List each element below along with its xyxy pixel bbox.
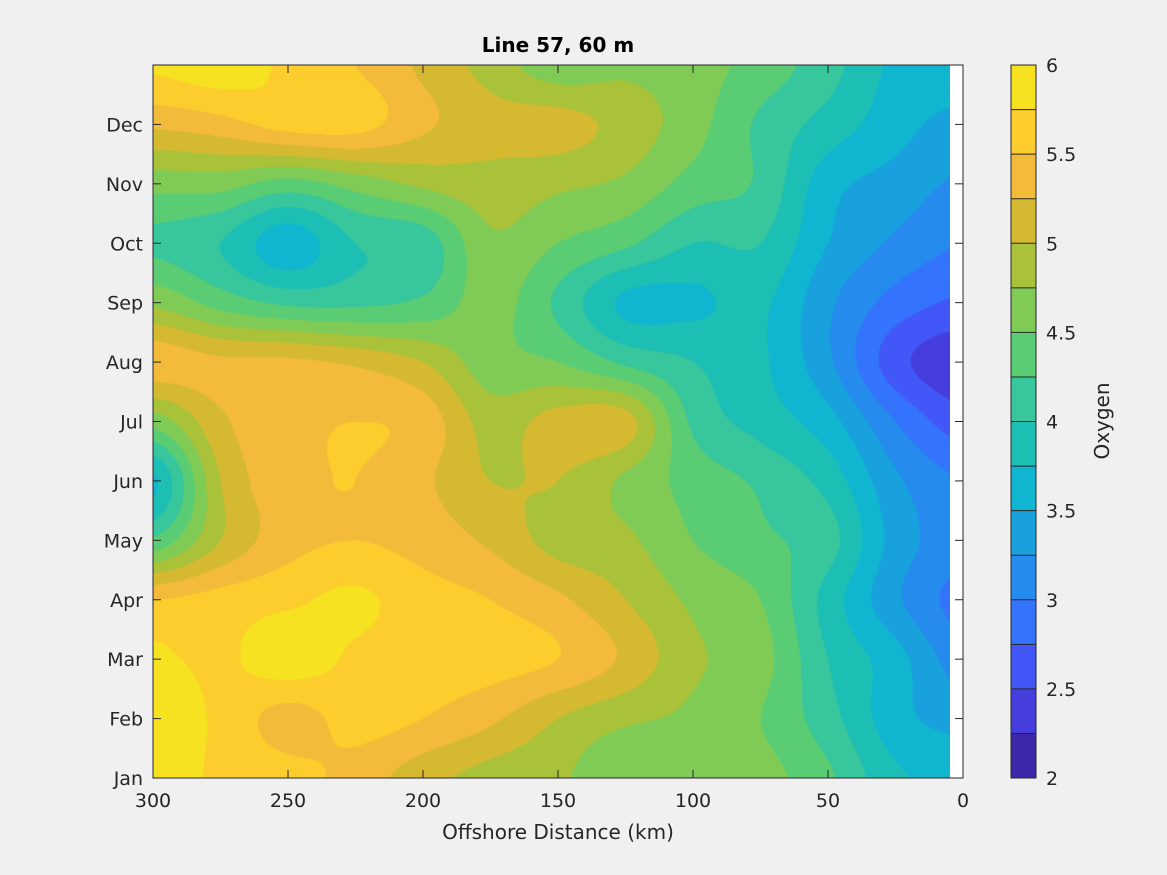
colorbar-band bbox=[1011, 154, 1036, 199]
colorbar-band bbox=[1011, 243, 1036, 288]
y-tick-label: Dec bbox=[106, 114, 143, 136]
colorbar-band bbox=[1011, 198, 1036, 244]
y-tick-label: Feb bbox=[109, 709, 143, 731]
colorbar-band bbox=[1011, 733, 1036, 778]
colorbar-tick-label: 6 bbox=[1046, 55, 1058, 77]
x-axis: 300 250 200 150 100 50 0 bbox=[135, 65, 969, 812]
colorbar: 2 2.5 3 3.5 4 4.5 5 5.5 6 bbox=[1010, 55, 1076, 790]
y-tick-label: Oct bbox=[110, 233, 143, 255]
colorbar-tick-label: 5 bbox=[1046, 233, 1058, 255]
colorbar-tick-label: 3.5 bbox=[1046, 501, 1076, 523]
colorbar-band bbox=[1011, 332, 1036, 377]
y-tick-label: Sep bbox=[107, 293, 143, 315]
colorbar-tick-label: 2.5 bbox=[1046, 679, 1076, 701]
colorbar-band bbox=[1011, 287, 1036, 333]
colorbar-band bbox=[1011, 688, 1036, 734]
colorbar-band bbox=[1011, 376, 1036, 422]
x-tick-label: 200 bbox=[405, 790, 441, 812]
x-axis-label: Offshore Distance (km) bbox=[442, 820, 674, 844]
y-axis: Jan Feb Mar Apr May Jun Jul Aug Sep Oct Nov Dec bbox=[104, 114, 963, 790]
y-tick-label: Jun bbox=[112, 471, 143, 493]
colorbar-tick-label: 4.5 bbox=[1046, 322, 1076, 344]
x-tick-label: 100 bbox=[675, 790, 711, 812]
y-tick-label: Jan bbox=[113, 768, 143, 790]
y-tick-label: May bbox=[104, 530, 143, 552]
colorbar-band bbox=[1011, 599, 1036, 645]
x-tick-label: 0 bbox=[957, 790, 969, 812]
y-tick-label: Aug bbox=[106, 352, 143, 374]
plot-area bbox=[152, 64, 964, 779]
colorbar-band bbox=[1011, 555, 1036, 600]
colorbar-tick-label: 4 bbox=[1046, 412, 1058, 434]
colorbar-band bbox=[1011, 109, 1036, 155]
colorbar-tick-label: 2 bbox=[1046, 768, 1058, 790]
y-tick-label: Nov bbox=[106, 174, 143, 196]
x-tick-label: 300 bbox=[135, 790, 171, 812]
chart-title: Line 57, 60 m bbox=[482, 33, 634, 57]
colorbar-label: Oxygen bbox=[1090, 382, 1114, 459]
colorbar-band bbox=[1011, 65, 1036, 110]
contour-fill bbox=[153, 65, 950, 778]
y-tick-label: Apr bbox=[110, 590, 143, 612]
colorbar-band bbox=[1011, 466, 1036, 511]
colorbar-band bbox=[1011, 421, 1036, 467]
colorbar-band bbox=[1011, 644, 1036, 689]
x-tick-label: 250 bbox=[270, 790, 306, 812]
colorbar-band bbox=[1011, 510, 1036, 556]
y-tick-label: Jul bbox=[119, 412, 143, 434]
x-tick-label: 50 bbox=[816, 790, 840, 812]
oxygen-contour-image bbox=[153, 65, 950, 778]
colorbar-tick-label: 5.5 bbox=[1046, 144, 1076, 166]
colorbar-tick-label: 3 bbox=[1046, 590, 1058, 612]
y-tick-label: Mar bbox=[107, 649, 143, 671]
x-tick-label: 150 bbox=[540, 790, 576, 812]
